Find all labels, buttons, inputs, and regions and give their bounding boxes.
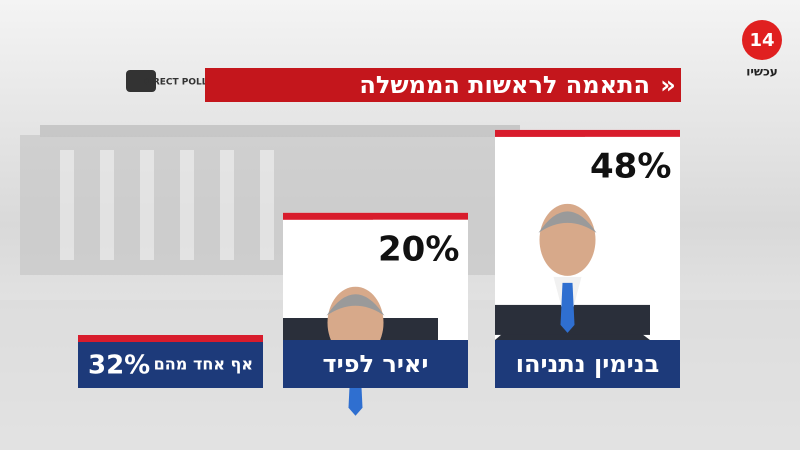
- category-box: [78, 342, 263, 388]
- value-label: 20%: [378, 229, 459, 269]
- title-bar: [205, 68, 681, 102]
- pollster-icon: [126, 70, 156, 92]
- channel-number: 14: [749, 30, 774, 51]
- category-label: בנימין נתניהו: [516, 350, 660, 378]
- bar-accent: [283, 212, 468, 220]
- value-label-bg: [373, 219, 468, 275]
- channel-name: עכשיו: [746, 65, 778, 79]
- channel-logo: [742, 20, 782, 60]
- category-box: [283, 340, 468, 388]
- pollster-name: DIRECT POLLS: [142, 78, 214, 88]
- hair: [326, 294, 385, 316]
- title-chevrons: «: [660, 71, 676, 99]
- category-label: יאיר לפיד: [323, 350, 429, 378]
- value-label-bg: [585, 136, 680, 192]
- value-label: 48%: [590, 146, 671, 186]
- category-box: [495, 340, 680, 388]
- hair: [538, 211, 597, 233]
- tie: [560, 282, 575, 333]
- value-label: 32%: [88, 351, 150, 381]
- chart-title: התאמה לראשות הממשלה: [359, 71, 650, 99]
- category-label: אף אחד מהם: [154, 355, 253, 374]
- bar-accent: [78, 335, 263, 342]
- bar-accent: [495, 129, 680, 137]
